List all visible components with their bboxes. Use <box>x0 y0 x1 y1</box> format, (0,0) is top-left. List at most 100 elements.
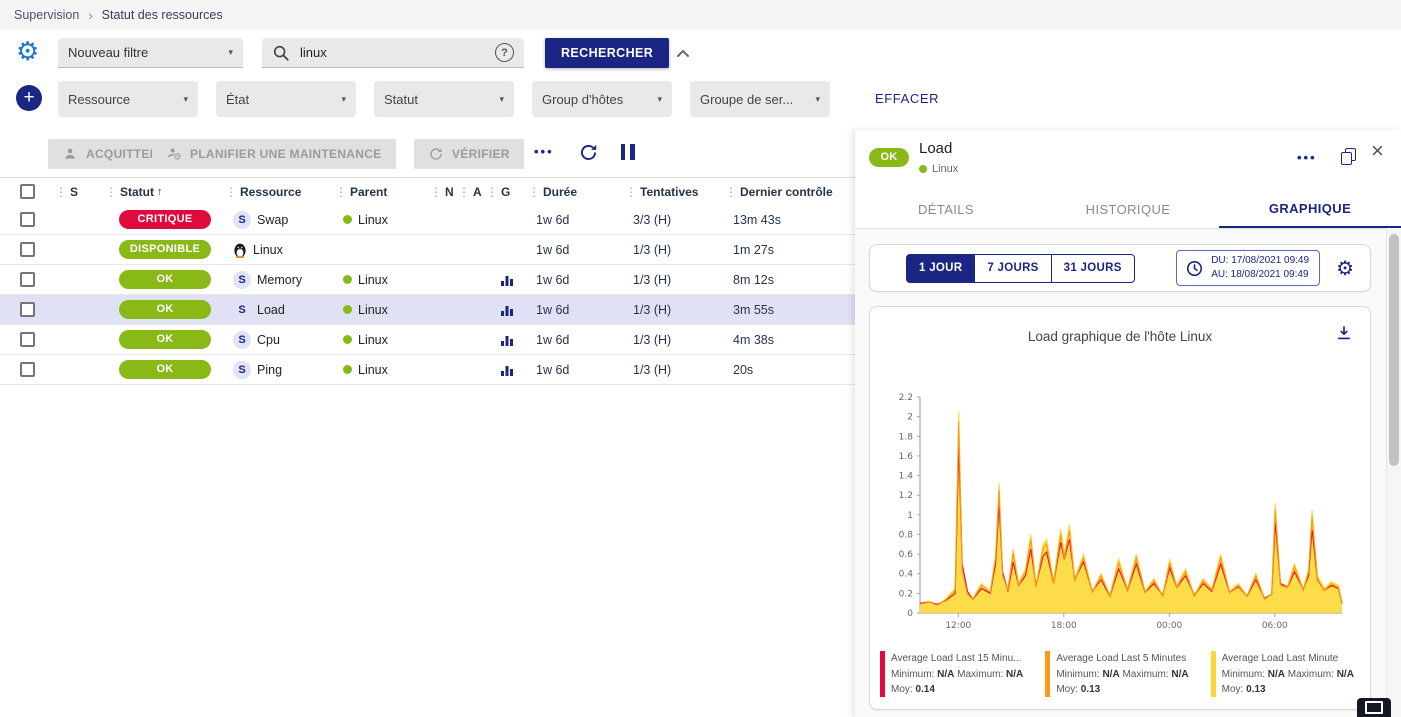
breadcrumb-current-page: Statut des ressources <box>101 8 223 22</box>
svg-text:12:00: 12:00 <box>945 621 971 631</box>
column-header-dernier-controle[interactable]: ⋮ Dernier contrôle <box>725 184 833 199</box>
resource-row-linux[interactable]: DISPONIBLE Linux 1w 6d 1/3 (H) 1m 27s <box>0 235 855 265</box>
drag-handle-icon[interactable]: ⋮ <box>725 184 737 199</box>
range-31-jours[interactable]: 31 JOURS <box>1050 253 1135 283</box>
drag-handle-icon[interactable]: ⋮ <box>528 184 540 199</box>
criteria-group-hotes[interactable]: Group d'hôtes ▾ <box>532 81 672 117</box>
person-icon <box>65 148 75 159</box>
resource-details-panel: OK Load Linux ••• × DÉTAILS HISTORIQUE GRA… <box>855 130 1401 717</box>
drag-handle-icon[interactable]: ⋮ <box>458 184 470 199</box>
row-checkbox[interactable] <box>20 332 35 347</box>
graph-title: Load graphique de l'hôte Linux <box>1027 329 1213 344</box>
parent-name: Linux <box>358 212 388 227</box>
column-header-statut[interactable]: ⋮ Statut ↑ <box>105 184 163 199</box>
duration-cell: 1w 6d <box>536 212 570 227</box>
saved-filter-select[interactable]: Nouveau filtre ▾ <box>58 38 243 68</box>
date-to: AU: 18/08/2021 09:49 <box>1211 269 1309 280</box>
legend-average: Moy: 0.14 <box>891 684 935 695</box>
range-1-jour[interactable]: 1 JOUR <box>906 253 976 283</box>
clear-filters-button[interactable]: EFFACER <box>875 91 940 106</box>
drag-handle-icon[interactable]: ⋮ <box>105 184 117 199</box>
tries-cell: 1/3 (H) <box>633 332 672 347</box>
sort-asc-icon[interactable]: ↑ <box>157 185 163 198</box>
column-header-parent[interactable]: ⋮ Parent <box>335 184 388 199</box>
breadcrumb-supervision[interactable]: Supervision <box>14 8 80 22</box>
resource-row-swap[interactable]: CRITIQUE S Swap Linux 1w 6d 3/3 (H) 13m 4… <box>0 205 855 235</box>
check-button[interactable]: VÉRIFIER <box>414 139 524 169</box>
download-graph-icon[interactable] <box>1334 323 1354 343</box>
column-header-acknowledge[interactable]: ⋮ A <box>458 184 482 199</box>
screen-overlay-icon[interactable] <box>1357 698 1391 717</box>
collapse-filters-icon[interactable] <box>672 43 694 63</box>
row-checkbox[interactable] <box>20 272 35 287</box>
search-input[interactable] <box>298 44 487 61</box>
tab-graphique[interactable]: GRAPHIQUE <box>1219 190 1401 228</box>
graph-icon[interactable] <box>500 333 514 347</box>
service-icon: S <box>233 330 251 349</box>
resource-row-cpu[interactable]: OK S Cpu Linux 1w 6d 1/3 (H) 4m 38s <box>0 325 855 355</box>
date-range-picker[interactable]: DU: 17/08/2021 09:49 AU: 18/08/2021 09:4… <box>1176 250 1321 286</box>
panel-more-actions-icon[interactable]: ••• <box>1297 150 1317 165</box>
column-header-severity[interactable]: ⋮ S <box>55 184 79 199</box>
criteria-statut[interactable]: Statut ▾ <box>374 81 514 117</box>
scrollbar-thumb[interactable] <box>1389 234 1399 466</box>
close-panel-icon[interactable]: × <box>1371 138 1384 163</box>
panel-title: Load <box>919 140 953 157</box>
more-actions-icon[interactable]: ••• <box>534 144 554 159</box>
panel-scrollbar[interactable] <box>1386 228 1401 717</box>
resource-name: Cpu <box>257 332 280 347</box>
resource-row-memory[interactable]: OK S Memory Linux 1w 6d 1/3 (H) 8m 12s <box>0 265 855 295</box>
row-checkbox[interactable] <box>20 302 35 317</box>
schedule-maintenance-button[interactable]: PLANIFIER UNE MAINTENANCE <box>152 139 396 169</box>
add-criteria-button[interactable]: + <box>16 85 42 111</box>
row-checkbox[interactable] <box>20 362 35 377</box>
column-header-duree[interactable]: ⋮ Durée <box>528 184 578 199</box>
pause-autorefresh-icon[interactable] <box>618 144 637 163</box>
svg-text:18:00: 18:00 <box>1051 621 1077 631</box>
copy-link-icon[interactable] <box>1341 148 1356 166</box>
legend-item: Average Load Last Minute Minimum: N/A Ma… <box>1210 651 1366 698</box>
criteria-groupe-services[interactable]: Groupe de ser... ▾ <box>690 81 830 117</box>
search-filter-bar: ⚙ Nouveau filtre ▾ ? RECHERCHER <box>0 30 1401 76</box>
help-icon[interactable]: ? <box>495 43 514 62</box>
chevron-down-icon: ▾ <box>815 93 820 104</box>
legend-series-name: Average Load Last 15 Minu... <box>891 653 1022 664</box>
drag-handle-icon[interactable]: ⋮ <box>225 184 237 199</box>
column-header-tentatives[interactable]: ⋮ Tentatives <box>625 184 699 199</box>
range-7-jours[interactable]: 7 JOURS <box>974 253 1052 283</box>
resource-row-load[interactable]: OK S Load Linux 1w 6d 1/3 (H) 3m 55s <box>0 295 855 325</box>
graph-icon[interactable] <box>500 363 514 377</box>
resource-name: Swap <box>257 212 289 227</box>
row-checkbox[interactable] <box>20 212 35 227</box>
panel-header: OK Load Linux ••• × <box>855 130 1401 190</box>
tab-details[interactable]: DÉTAILS <box>917 201 975 217</box>
drag-handle-icon[interactable]: ⋮ <box>55 184 67 199</box>
row-checkbox[interactable] <box>20 242 35 257</box>
status-badge: CRITIQUE <box>119 210 211 229</box>
parent-name: Linux <box>358 362 388 377</box>
graph-icon[interactable] <box>500 273 514 287</box>
graph-icon[interactable] <box>500 303 514 317</box>
select-all-checkbox[interactable] <box>20 184 35 199</box>
tab-historique[interactable]: HISTORIQUE <box>1085 201 1171 217</box>
check-refresh-icon <box>430 148 442 160</box>
search-button[interactable]: RECHERCHER <box>545 38 670 68</box>
graph-settings-gear-icon[interactable]: ⚙ <box>1336 257 1354 280</box>
search-box: ? <box>262 38 524 68</box>
svg-text:0.4: 0.4 <box>899 570 914 580</box>
column-header-ressource[interactable]: ⋮ Ressource <box>225 184 302 199</box>
criteria-etat[interactable]: État ▾ <box>216 81 356 117</box>
resource-row-ping[interactable]: OK S Ping Linux 1w 6d 1/3 (H) 20s <box>0 355 855 385</box>
drag-handle-icon[interactable]: ⋮ <box>625 184 637 199</box>
filter-settings-gear-icon[interactable]: ⚙ <box>16 36 40 66</box>
drag-handle-icon[interactable]: ⋮ <box>486 184 498 199</box>
refresh-icon[interactable] <box>578 142 599 163</box>
column-header-notification[interactable]: ⋮ N <box>430 184 454 199</box>
column-header-graph[interactable]: ⋮ G <box>486 184 511 199</box>
drag-handle-icon[interactable]: ⋮ <box>430 184 442 199</box>
legend-min-max: Minimum: N/A Maximum: N/A <box>1221 668 1354 680</box>
acknowledge-button[interactable]: ACQUITTER <box>48 139 173 169</box>
criteria-ressource[interactable]: Ressource ▾ <box>58 81 198 117</box>
resource-actions-toolbar: ACQUITTER PLANIFIER UNE MAINTENANCE VÉRI… <box>0 130 855 177</box>
drag-handle-icon[interactable]: ⋮ <box>335 184 347 199</box>
